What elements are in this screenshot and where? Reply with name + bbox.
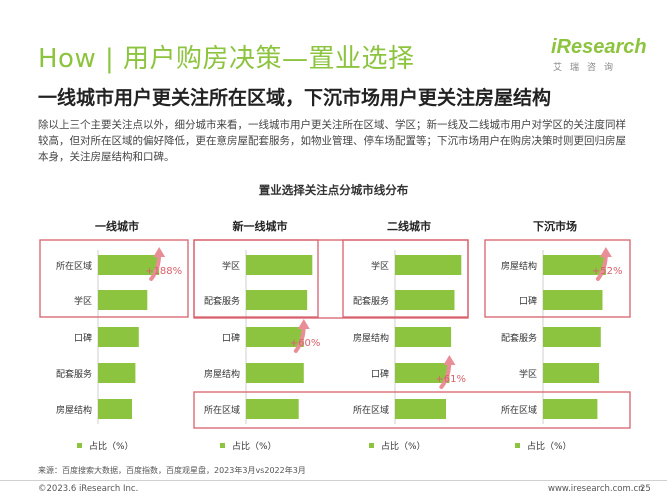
page-subtitle: 一线城市用户更关注所在区域，下沉市场用户更关注房屋结构	[38, 87, 552, 109]
chart-3-bar	[543, 290, 603, 310]
chart-3-bar	[543, 363, 600, 383]
chart-1-tick-label: 房屋结构	[204, 368, 240, 380]
chart-0-tick-label: 学区	[74, 295, 92, 307]
chart-1-legend-swatch	[220, 443, 225, 448]
chart-0-title: 一线城市	[95, 219, 139, 233]
chart-1-tick-label: 学区	[222, 260, 240, 272]
chart-0-tick-label: 配套服务	[56, 368, 92, 380]
chart-1-tick-label: 所在区域	[204, 404, 240, 416]
chart-0-legend: 占比（%）	[89, 440, 134, 452]
iresearch-logo: iResearch 艾瑞咨询	[551, 36, 647, 76]
chart-2-tick-label: 所在区域	[353, 404, 389, 416]
chart-2-bar	[395, 255, 462, 275]
chart-1-bar	[246, 363, 304, 383]
chart-title: 置业选择关注点分城市线分布	[258, 183, 409, 197]
chart-1-tick-label: 口碑	[222, 332, 240, 344]
page-description: 除以上三个主要关注点以外，细分城市来看，一线城市用户更关注所在区域、学区；新一线…	[38, 119, 626, 163]
chart-0-trend-arrow-head	[153, 247, 166, 257]
chart-1-legend: 占比（%）	[232, 440, 277, 452]
chart-3-tick-label: 配套服务	[501, 332, 537, 344]
chart-1-tick-label: 配套服务	[204, 295, 240, 307]
chart-1-bar	[246, 290, 308, 310]
chart-3-tick-label: 学区	[519, 368, 537, 380]
chart-3-bar	[543, 255, 606, 275]
chart-0-bar	[98, 290, 148, 310]
chart-3-trend-arrow-head	[599, 247, 612, 257]
chart-2-tick-label: 口碑	[371, 368, 389, 380]
chart-0-tick-label: 房屋结构	[56, 404, 92, 416]
chart-2-bar	[395, 363, 450, 383]
chart-2-tick-label: 学区	[371, 260, 389, 272]
chart-1-annotation: +60%	[290, 338, 321, 349]
shared-highlight-box-top	[193, 239, 469, 319]
chart-3-legend-swatch	[515, 443, 520, 448]
chart-0-bar	[98, 363, 136, 383]
chart-2-tick-label: 房屋结构	[353, 332, 389, 344]
chart-2-title: 二线城市	[387, 219, 431, 233]
chart-0-legend-swatch	[77, 443, 82, 448]
chart-1-trend-arrow-head	[297, 319, 310, 329]
chart-0-bar	[98, 399, 132, 419]
chart-2-legend-swatch	[369, 443, 374, 448]
chart-2-legend: 占比（%）	[381, 440, 426, 452]
chart-3-tick-label: 房屋结构	[501, 260, 537, 272]
footer-url[interactable]: www.iresearch.com.cn	[548, 484, 644, 494]
footer-source: 来源：百度搜索大数据，百度指数，百度观星盘，2023年3月vs2022年3月	[38, 466, 306, 475]
chart-3-tick-label: 口碑	[519, 295, 537, 307]
chart-2-bar	[395, 290, 455, 310]
footer-copyright: ©2023.6 iResearch Inc.	[38, 484, 139, 494]
chart-3-bar	[543, 399, 598, 419]
chart-2-bar	[395, 327, 452, 347]
chart-1-bar	[246, 327, 304, 347]
chart-0-tick-label: 所在区域	[56, 260, 92, 272]
chart-0-highlight-box	[39, 239, 189, 318]
shared-highlight-box-bottom	[193, 391, 631, 429]
chart-0-bar	[98, 255, 160, 275]
chart-2-bar	[395, 399, 446, 419]
chart-3-legend: 占比（%）	[527, 440, 572, 452]
page-title: How | 用户购房决策—置业选择	[38, 44, 415, 74]
logo-brand-cn: 艾瑞咨询	[553, 63, 622, 73]
chart-1-bar	[246, 399, 299, 419]
chart-2-tick-label: 配套服务	[353, 295, 389, 307]
chart-3-bar	[543, 327, 601, 347]
chart-1-title: 新一线城市	[233, 219, 288, 233]
chart-3-highlight-box	[484, 239, 631, 318]
chart-2-trend-arrow-head	[443, 355, 456, 365]
chart-1-bar	[246, 255, 313, 275]
page-number: 25	[640, 484, 651, 494]
chart-0-tick-label: 口碑	[74, 332, 92, 344]
chart-0-bar	[98, 327, 139, 347]
chart-3-tick-label: 所在区域	[501, 404, 537, 416]
chart-0-annotation: +188%	[145, 266, 182, 277]
logo-brand: iResearch	[551, 36, 647, 58]
chart-3-title: 下沉市场	[533, 219, 577, 233]
chart-3-annotation: +52%	[592, 266, 623, 277]
chart-2-annotation: +61%	[435, 374, 466, 385]
footer-divider	[0, 480, 667, 481]
